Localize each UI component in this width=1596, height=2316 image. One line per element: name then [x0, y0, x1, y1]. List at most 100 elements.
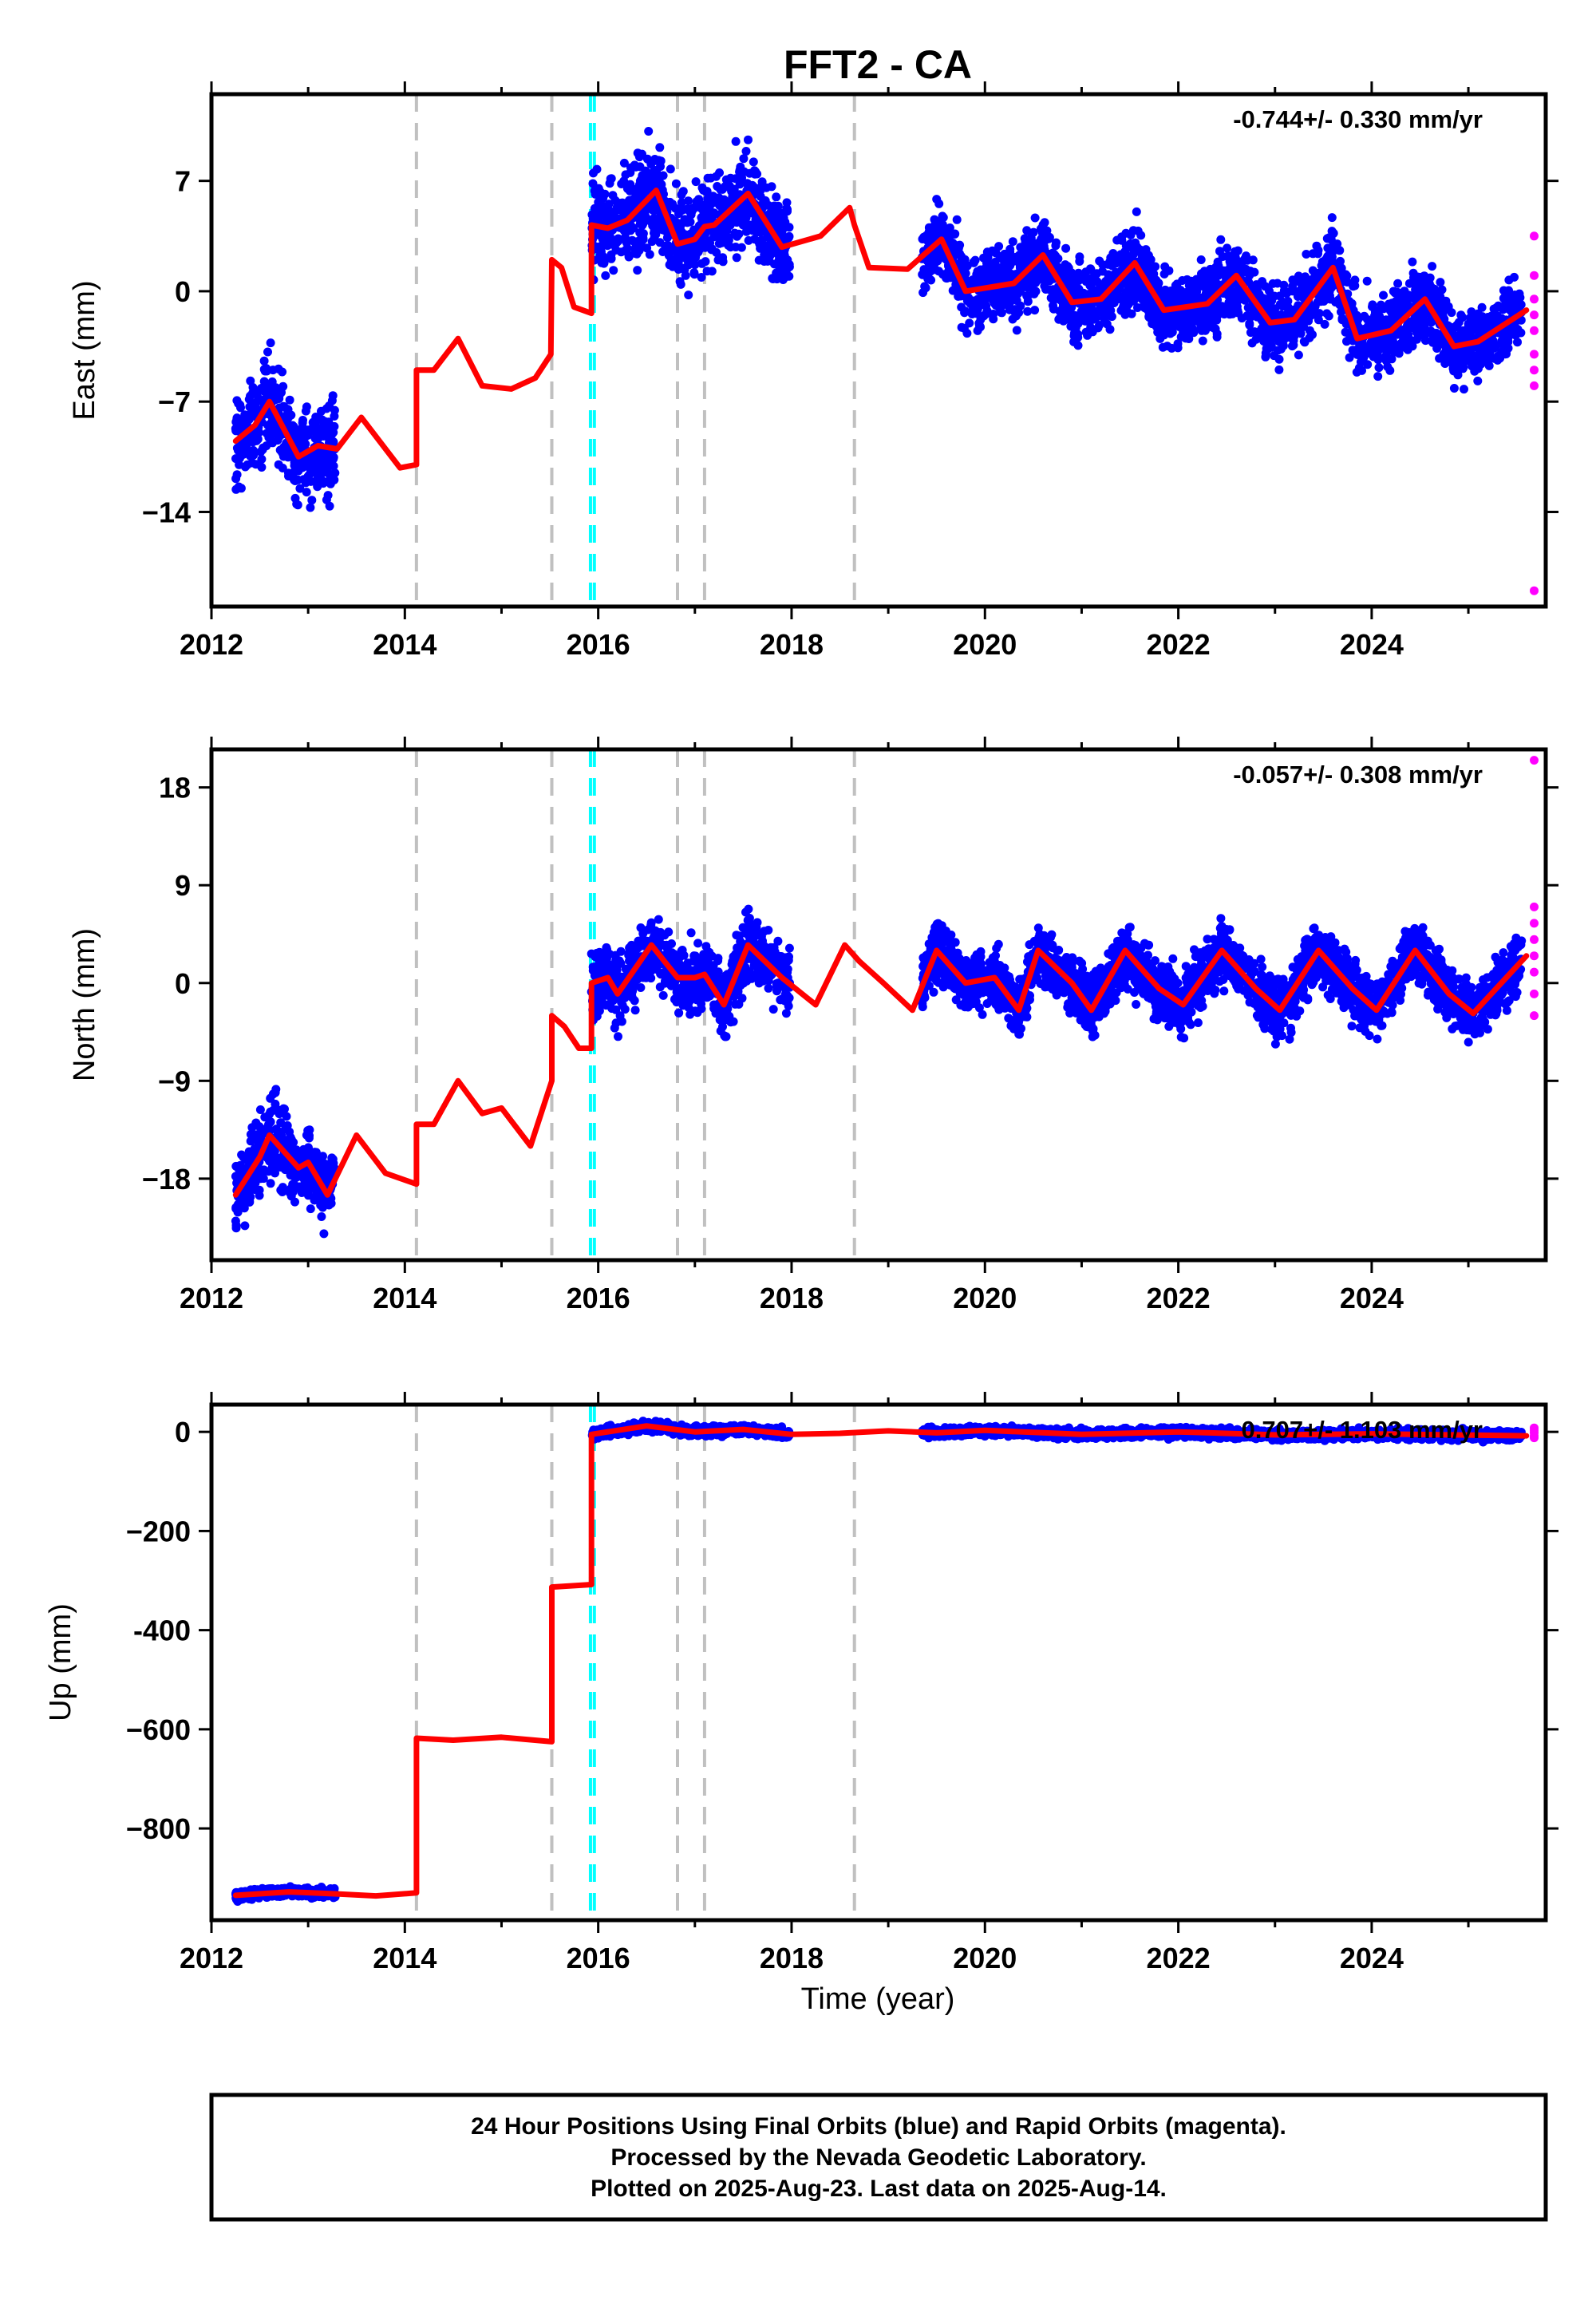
- final-orbit-point: [1428, 262, 1437, 271]
- final-orbit-point: [1369, 352, 1378, 362]
- final-orbit-point: [1077, 289, 1087, 298]
- final-orbit-point: [1233, 306, 1242, 315]
- final-orbit-point: [330, 405, 339, 415]
- final-orbit-point: [1219, 310, 1229, 319]
- x-tick-label: 2024: [1340, 628, 1404, 661]
- final-orbit-point: [1388, 312, 1397, 322]
- final-orbit-point: [1324, 311, 1333, 321]
- final-orbit-point: [1424, 279, 1434, 288]
- final-orbit-point: [599, 259, 609, 268]
- final-orbit-point: [780, 248, 789, 258]
- final-orbit-point: [1460, 385, 1468, 394]
- final-orbit-point: [1466, 313, 1475, 322]
- final-orbit-point: [924, 223, 934, 232]
- final-orbit-point: [1510, 272, 1519, 282]
- final-orbit-point: [328, 422, 338, 432]
- final-orbit-point: [645, 250, 654, 259]
- final-orbit-point: [326, 1161, 334, 1171]
- final-orbit-point: [930, 258, 940, 267]
- final-orbit-point: [589, 168, 598, 178]
- final-orbit-point: [1268, 279, 1278, 288]
- final-orbit-point: [1190, 286, 1199, 295]
- final-orbit-point: [1430, 284, 1440, 294]
- final-orbit-point: [1491, 303, 1501, 313]
- final-orbit-point: [1302, 276, 1312, 286]
- final-orbit-point: [757, 182, 766, 192]
- final-orbit-point: [1432, 339, 1442, 349]
- final-orbit-point: [1156, 334, 1165, 343]
- final-orbit-point: [1407, 336, 1416, 346]
- rapid-orbit-point: [1530, 381, 1539, 390]
- final-orbit-point: [1112, 235, 1122, 245]
- final-orbit-point: [731, 136, 741, 146]
- final-orbit-point: [293, 500, 302, 510]
- final-orbit-point: [240, 1221, 250, 1231]
- final-orbit-point: [731, 243, 741, 251]
- final-orbit-point: [1243, 303, 1253, 312]
- final-orbit-point: [1327, 246, 1337, 255]
- final-orbit-point: [273, 1153, 282, 1163]
- final-orbit-point: [275, 428, 284, 437]
- final-orbit-point: [290, 1197, 299, 1207]
- final-orbit-point: [1436, 292, 1445, 302]
- final-orbit-point: [614, 1032, 622, 1041]
- final-orbit-point: [1127, 296, 1136, 306]
- final-orbit-point: [231, 484, 241, 494]
- final-orbit-point: [1142, 291, 1152, 300]
- final-orbit-point: [1261, 282, 1270, 291]
- final-orbit-point: [607, 1004, 617, 1014]
- final-orbit-point: [950, 229, 959, 239]
- final-orbit-point: [1314, 268, 1324, 278]
- final-orbit-point: [1363, 360, 1373, 370]
- final-orbit-point: [1081, 277, 1091, 287]
- final-orbit-point: [317, 1212, 326, 1221]
- final-orbit-point: [1323, 256, 1333, 266]
- final-orbit-point: [638, 229, 648, 239]
- final-orbit-point: [1289, 336, 1298, 346]
- final-orbit-point: [610, 196, 620, 205]
- final-orbit-point: [318, 1160, 327, 1170]
- final-orbit-point: [318, 468, 327, 477]
- final-orbit-point: [1499, 294, 1508, 303]
- final-orbit-point: [248, 400, 258, 409]
- final-orbit-point: [1306, 307, 1315, 317]
- final-orbit-point: [325, 501, 334, 511]
- final-orbit-point: [588, 179, 598, 188]
- final-orbit-point: [1352, 367, 1361, 377]
- final-orbit-point: [231, 426, 241, 436]
- final-orbit-point: [772, 274, 782, 283]
- final-orbit-point: [1373, 372, 1383, 381]
- final-orbit-point: [606, 250, 616, 259]
- final-orbit-point: [1227, 293, 1237, 302]
- final-orbit-point: [275, 1162, 284, 1172]
- final-orbit-point: [648, 221, 658, 231]
- final-orbit-point: [764, 201, 773, 210]
- final-orbit-point: [320, 417, 330, 426]
- final-orbit-point: [231, 1216, 240, 1226]
- final-orbit-point: [1246, 267, 1255, 276]
- final-orbit-point: [249, 411, 259, 421]
- final-orbit-point: [1064, 263, 1073, 273]
- y-tick-label: 7: [175, 165, 191, 198]
- final-orbit-point: [1261, 348, 1270, 358]
- final-orbit-point: [1205, 271, 1215, 280]
- final-orbit-point: [1211, 263, 1221, 272]
- final-orbit-point: [1278, 341, 1288, 350]
- final-orbit-point: [232, 413, 242, 423]
- final-orbit-point: [1163, 298, 1173, 308]
- final-orbit-point: [1449, 384, 1459, 393]
- final-orbit-point: [1275, 291, 1285, 301]
- final-orbit-point: [1401, 294, 1411, 303]
- final-orbit-point: [624, 251, 634, 260]
- final-orbit-point: [784, 233, 793, 243]
- final-orbit-point: [1061, 243, 1071, 253]
- final-orbit-point: [1351, 346, 1361, 355]
- final-orbit-point: [1420, 271, 1429, 281]
- final-orbit-point: [330, 475, 339, 484]
- final-orbit-point: [1473, 376, 1483, 385]
- final-orbit-point: [606, 174, 616, 184]
- final-orbit-point: [1362, 276, 1372, 286]
- final-orbit-point: [239, 1152, 248, 1162]
- final-orbit-point: [1105, 325, 1115, 334]
- final-orbit-point: [1167, 343, 1176, 353]
